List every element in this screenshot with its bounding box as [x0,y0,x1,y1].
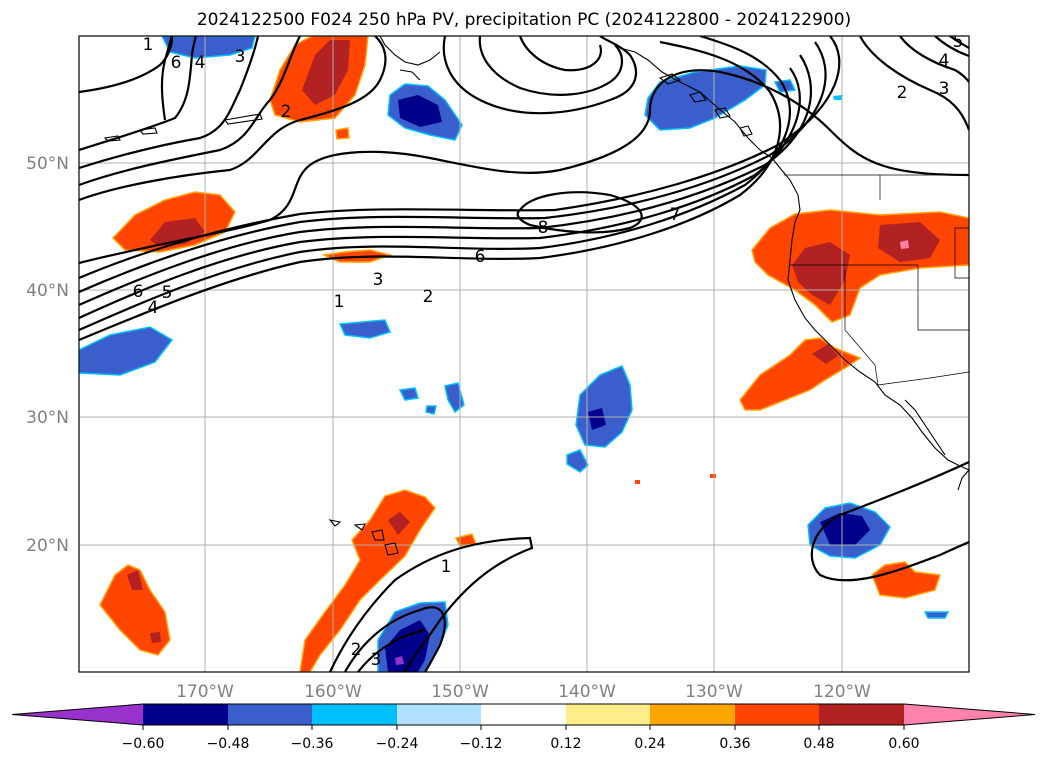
contour-label: 4 [148,298,159,318]
colorbar-tick-label: −0.24 [376,736,419,752]
political-borders [784,174,969,386]
contour-label: 4 [195,53,206,73]
colorbar-tick-label: −0.12 [460,736,503,752]
colorbar-extend-low [12,704,143,725]
contour-label: 3 [371,650,382,670]
contour-label: 3 [373,270,384,290]
colorbar-segment [819,704,904,725]
longitude-label: 120°W [813,682,871,702]
colorbar-tick-label: 0.60 [888,736,919,752]
colorbar-extend-high [904,704,1035,725]
colorbar-tick-label: −0.60 [122,736,165,752]
contour-label: 5 [953,32,964,52]
longitude-label: 160°W [304,682,362,702]
precipitation-shading [79,36,969,672]
longitude-labels: 170°W 160°W 150°W 140°W 130°W 120°W [176,682,871,702]
contour-label: 1 [143,35,154,55]
contour-label: 2 [281,102,292,122]
colorbar-tick-label: −0.48 [207,736,250,752]
contour-label: 6 [475,247,486,267]
contour-label: 3 [235,47,246,67]
colorbar-tick-label: 0.48 [803,736,834,752]
map-frame [78,35,970,673]
contour-label: 7 [670,205,681,225]
colorbar: −0.60 −0.48 −0.36 −0.24 −0.12 0.12 0.24 0.36 0.4… [11,703,1036,752]
pv-contours [79,36,969,672]
latitude-label: 50°N [26,154,69,174]
colorbar-segment [397,704,481,725]
contour-label: 8 [538,218,549,238]
contour-label: 4 [939,51,950,71]
coastlines [103,36,969,556]
latitude-labels: 50°N 40°N 30°N 20°N [26,154,69,556]
colorbar-tick-label: 0.24 [634,736,665,752]
contour-label: 2 [897,83,908,103]
colorbar-segment [228,704,312,725]
longitude-label: 130°W [685,682,743,702]
longitude-label: 150°W [431,682,489,702]
map-title: 2024122500 F024 250 hPa PV, precipitatio… [197,10,851,30]
colorbar-tick-label: 0.12 [550,736,581,752]
contour-label: 6 [171,53,182,73]
contour-label: 5 [162,283,173,303]
colorbar-segment [143,704,228,725]
contour-label: 2 [423,287,434,307]
map-panel: 1 2 3 4 5 6 7 8 6 4 5 6 3 2 1 1 2 3 2 3 [26,32,970,702]
contour-label: 1 [334,292,345,312]
colorbar-segment [735,704,819,725]
contour-label: 1 [441,557,452,577]
latitude-label: 30°N [26,408,69,428]
contour-labels: 1 2 3 4 5 6 7 8 6 4 5 6 3 2 1 1 2 3 2 3 [133,32,964,670]
colorbar-tick-label: −0.36 [291,736,334,752]
colorbar-segment [481,704,566,725]
contour-label: 6 [133,282,144,302]
graticule [79,36,969,672]
longitude-label: 170°W [176,682,234,702]
longitude-label: 140°W [558,682,616,702]
colorbar-tick-label: 0.36 [719,736,750,752]
colorbar-segment [312,704,397,725]
contour-label: 3 [939,79,950,99]
colorbar-segment [566,704,650,725]
latitude-label: 20°N [26,536,69,556]
latitude-label: 40°N [26,281,69,301]
colorbar-segment [650,704,735,725]
contour-label: 2 [351,640,362,660]
